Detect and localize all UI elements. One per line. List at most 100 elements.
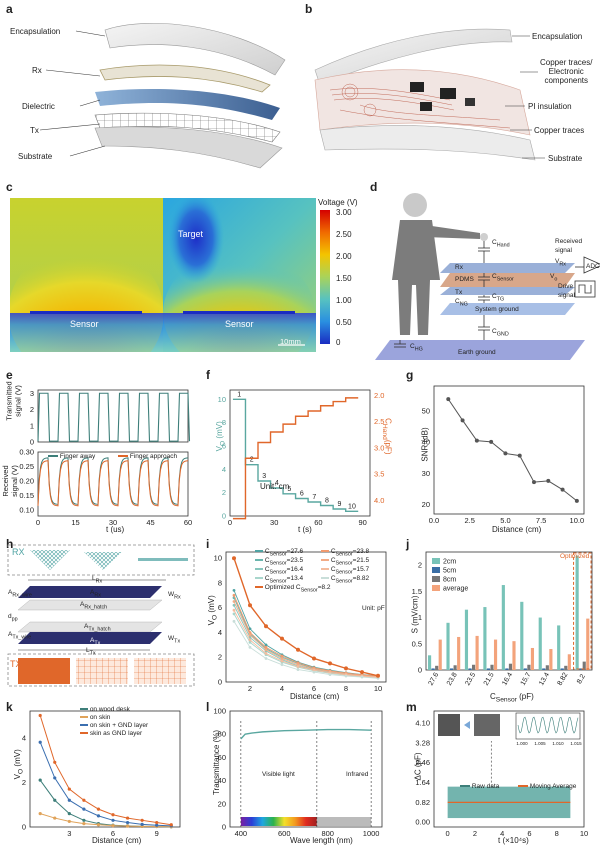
l-ytick: 80 (218, 730, 226, 739)
k-point (53, 776, 57, 780)
j-xtick: 8.82 (557, 672, 570, 687)
i-point (232, 600, 236, 603)
e-bottom-ytick: 0.20 (19, 477, 34, 486)
g-ytick: 50 (422, 406, 430, 415)
e-approach-line (37, 460, 189, 507)
f-right-ytick: 4.0 (374, 496, 384, 505)
f-step-label: 9 (337, 501, 341, 508)
k-point (82, 818, 86, 822)
f-step-label: 2 (250, 457, 254, 464)
k-point (155, 820, 159, 825)
j-legend-label: 8cm (443, 577, 456, 584)
f-step-label: 6 (300, 491, 304, 498)
i-point (264, 652, 268, 655)
j-bar (557, 625, 561, 670)
k-point (140, 818, 144, 822)
i-point (248, 627, 252, 631)
panel-a-illustration (39, 22, 286, 169)
j-optimized-box (573, 552, 592, 670)
j-bar (527, 664, 531, 670)
f-step-label: 3 (262, 473, 266, 480)
panel-d-diagram (375, 193, 600, 360)
e-xtick: 60 (184, 518, 192, 527)
m-arrow (464, 721, 470, 729)
k-xtick: 6 (111, 829, 115, 838)
k-point (82, 798, 86, 802)
m-inset-xtick: 1.000 (516, 741, 528, 746)
b-encapsulation-layer (314, 28, 513, 86)
k-point (67, 819, 71, 824)
k-point (67, 787, 71, 791)
f-ylabel-right: CHand(pF) (380, 418, 393, 455)
k-point (96, 807, 101, 811)
h-arx-hatch-label: ARx_hatch (80, 601, 108, 611)
chip-2 (440, 88, 456, 99)
f-left-ytick: 0 (222, 512, 226, 521)
f-left-ytick: 10 (218, 395, 226, 404)
c-cbar-tick: 2.50 (336, 230, 352, 239)
l-ytick: 60 (218, 753, 226, 762)
h-tx-plate (18, 632, 162, 644)
f-left-ytick: 6 (222, 442, 226, 451)
j-bar (428, 655, 432, 670)
m-xtick: 2 (473, 829, 477, 838)
panel-c-label: c (6, 180, 13, 194)
plot-frame (37, 389, 189, 443)
system-ground-plate (440, 303, 575, 315)
k-legend-item: skin as GND layer (80, 730, 142, 737)
i-xtick: 8 (344, 684, 348, 693)
chart-l: 400 600 800 1000 0 20 40 60 80 100 (213, 707, 383, 838)
i-point (232, 588, 236, 592)
i-point (296, 668, 300, 672)
i-point (232, 556, 236, 561)
e-xtick: 45 (146, 518, 154, 527)
i-point (312, 670, 316, 674)
i-ytick: 8 (218, 578, 222, 587)
f-xtick: 60 (314, 518, 322, 527)
plot-frame (433, 710, 585, 828)
m-inset-xtick: 1.015 (570, 741, 582, 746)
l-xlabel: Wave length (nm) (290, 836, 353, 845)
f-ylabel-left: VO (mV) (214, 421, 227, 452)
i-series-line (233, 590, 379, 677)
d-ctg-label: CTG (492, 293, 505, 303)
i-ytick: 10 (214, 554, 222, 563)
panel-f-label: f (206, 368, 210, 382)
i-legend: CSensor=27.6 CSensor=23.5 CSensor=16.4 C… (255, 548, 400, 598)
i-legend-item: Optimized CSensor=8.2 (255, 584, 331, 593)
m-ytick: 3.28 (415, 738, 430, 747)
d-c-hand-label: CHand (492, 239, 510, 249)
j-bar (431, 668, 435, 670)
m-inset-photo-1 (438, 714, 460, 736)
earth-ground-plate (375, 340, 585, 360)
l-ytick: 100 (213, 707, 226, 716)
j-ytick: 0 (418, 666, 422, 675)
j-bar (471, 664, 476, 670)
i-ytick: 6 (218, 603, 222, 612)
panel-l-label: l (206, 700, 210, 714)
f-step-label: 4 (275, 480, 279, 487)
i-point (328, 673, 332, 676)
e-away-line (37, 457, 189, 505)
e-ylabel-top: Transmitted signal (V) (4, 381, 23, 421)
i-point (280, 636, 284, 641)
m-inset-xtick: 1.010 (552, 741, 564, 746)
d-received-signal-label: Received signal (555, 238, 583, 254)
m-inset-zoom-line (517, 716, 579, 734)
c-cbar-tick: 3.00 (336, 208, 352, 217)
g-xtick: 5.0 (500, 516, 510, 525)
j-optimized-label: Optimized (560, 553, 590, 560)
g-xtick: 2.5 (464, 516, 474, 525)
panel-a-label: a (6, 2, 13, 16)
j-xtick: 23.8 (446, 672, 459, 687)
e-bottom-ytick: 0.15 (19, 491, 34, 500)
panel-i-label: i (206, 537, 210, 551)
c-sensor-right-label: Sensor (225, 319, 254, 329)
d-vo-label: Vo (550, 273, 558, 283)
f-right-ytick: 3.0 (374, 443, 384, 452)
c-cbar-tick: 2.00 (336, 252, 352, 261)
j-xtick: 15.7 (520, 672, 533, 687)
k-point (38, 713, 42, 718)
f-unit-label: Unit: cm (260, 482, 290, 491)
rx-electrode-triangle-2 (84, 552, 122, 570)
